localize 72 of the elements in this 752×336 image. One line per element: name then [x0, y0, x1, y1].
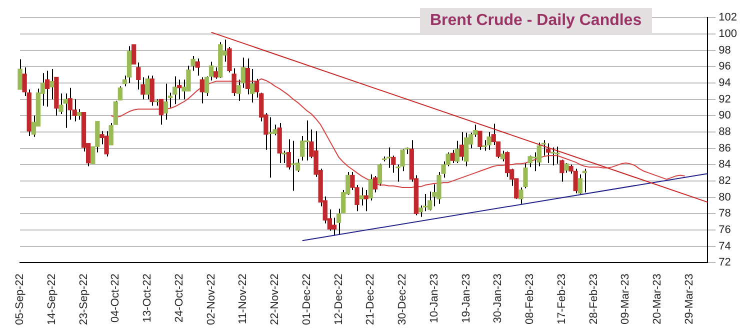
y-tick-label: 88	[718, 126, 731, 138]
x-tick-label: 11-Nov-22	[237, 274, 250, 324]
x-tick-label: 08-Feb-23	[524, 274, 536, 324]
candlestick	[208, 61, 214, 81]
candlestick	[18, 58, 22, 90]
x-tick-label: 10-Jan-23	[428, 274, 440, 324]
y-tick-label: 78	[718, 208, 731, 220]
y-tick-label: 92	[718, 93, 731, 106]
x-tick-label: 04-Oct-22	[110, 274, 122, 323]
x-tick-label: 12-Dec-22	[332, 274, 345, 325]
x-tick-label: 01-Dec-22	[300, 274, 313, 325]
y-tick-label: 96	[718, 60, 731, 73]
candlestick	[245, 58, 250, 95]
candlestick	[158, 98, 164, 126]
y-tick-label: 86	[718, 142, 731, 154]
y-tick-label: 84	[718, 158, 731, 171]
candlestick	[500, 150, 506, 162]
x-tick-label: 29-Mar-23	[683, 274, 696, 324]
candlestick	[564, 162, 569, 174]
candlestick	[523, 162, 528, 189]
x-tick-label: 30-Jan-23	[492, 274, 504, 324]
x-tick-label: 19-Jan-23	[460, 274, 472, 324]
y-tick-label: 100	[718, 28, 738, 40]
y-tick-label: 74	[718, 240, 731, 252]
x-tick-label: 24-Oct-22	[173, 274, 186, 323]
chart-title: Brent Crude - Daily Candles	[420, 8, 652, 34]
candlestick	[300, 136, 305, 162]
candlestick	[118, 86, 123, 101]
candlestick	[76, 108, 82, 120]
x-tick-label: 13-Oct-22	[142, 274, 154, 323]
candlestick	[190, 55, 196, 72]
candlestick	[145, 75, 150, 100]
candlestick	[195, 58, 200, 76]
x-tick-label: 09-Mar-23	[620, 274, 632, 324]
y-tick-label: 94	[718, 76, 731, 89]
candlestick	[359, 186, 364, 206]
x-tick-label: 28-Feb-23	[588, 274, 600, 324]
x-tick-label: 20-Mar-23	[652, 274, 664, 324]
candlestick	[332, 217, 337, 236]
y-tick-label: 82	[718, 174, 731, 187]
candlestick	[132, 44, 136, 64]
candlestick	[200, 76, 204, 104]
candlestick	[232, 68, 236, 97]
y-tick-label: 76	[718, 224, 731, 236]
candlestick	[450, 149, 455, 164]
x-tick-label: 14-Sep-22	[46, 274, 58, 326]
candlestick	[172, 76, 178, 105]
candlestick	[364, 189, 368, 212]
candlestick	[163, 83, 168, 120]
candlestick	[504, 151, 510, 178]
candlestick	[454, 140, 460, 164]
x-tick-label: 23-Sep-22	[78, 274, 90, 326]
x-tick-label: 17-Feb-23	[556, 274, 568, 324]
candlestick	[113, 100, 118, 126]
candlestick	[150, 75, 154, 106]
candlestick	[44, 70, 50, 108]
x-tick-label: 21-Dec-22	[364, 274, 377, 325]
candlestick	[286, 138, 292, 170]
candlestick	[418, 204, 424, 218]
candlestick	[459, 131, 464, 162]
y-tick-label: 80	[718, 191, 731, 204]
candlestick	[518, 186, 524, 204]
y-tick-label: 98	[718, 44, 731, 56]
candlestick	[177, 79, 182, 100]
x-tick-label: 05-Sep-22	[14, 274, 26, 326]
y-tick-label: 102	[718, 12, 738, 24]
candlestick	[50, 68, 54, 100]
x-tick-label: 02-Nov-22	[205, 274, 218, 325]
y-tick-label: 90	[718, 110, 731, 122]
x-tick-label: 22-Nov-22	[269, 274, 282, 325]
y-tick-label: 72	[718, 256, 731, 269]
x-tick-label: 30-Dec-22	[396, 274, 409, 325]
